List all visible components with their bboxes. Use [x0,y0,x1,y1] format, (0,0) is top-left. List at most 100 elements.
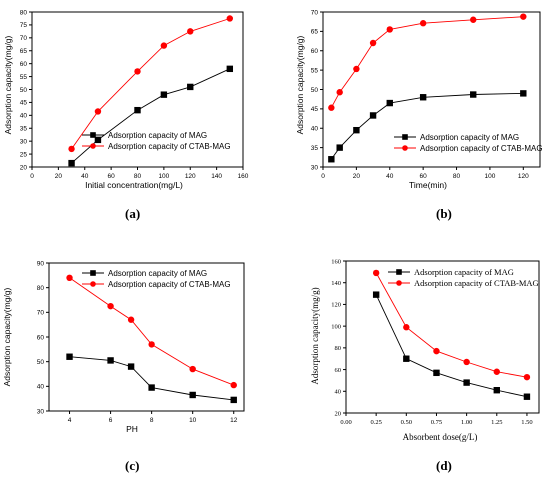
series-line [375,294,527,398]
y-tick-label: 40 [311,126,319,133]
y-tick-label: 70 [311,9,319,16]
data-point [463,358,470,366]
y-tick-label: 35 [311,145,319,152]
data-point [134,106,141,114]
x-tick-label: 40 [81,173,89,180]
x-tick-label: 140 [211,173,222,180]
panel-label: (b) [436,206,452,221]
data-point [134,68,141,75]
chart-panel-2: 0 20 40 60 80 100 120 30 35 40 45 50 55 60 65 70 Time(mi… [295,9,543,221]
legend-label: Adsorption capacity of MAG [108,131,207,140]
data-point [403,355,410,362]
y-tick-label: 30 [20,138,28,145]
y-axis-title: Adsorption capacity(mg/g) [2,287,12,386]
legend-swatch-marker [396,280,402,286]
data-point [127,316,135,323]
data-point [470,91,477,98]
y-tick-label: 60 [37,334,45,341]
y-tick-label: 40 [37,384,45,391]
x-tick-label: 1.25 [491,419,502,426]
data-point [353,65,360,73]
y-tick-label: 65 [311,29,319,36]
series-line [330,16,524,108]
data-point [336,89,343,96]
y-tick-label: 140 [331,280,341,287]
y-tick-label: 80 [335,345,342,352]
chart-panel-1: 0 20 40 60 80 100 120 140 1602025303540455055606… [3,9,249,221]
x-tick-label: 12 [230,417,238,424]
x-tick-label: 6 [109,417,113,424]
x-tick-label: 120 [518,173,529,180]
y-tick-label: 80 [37,285,45,292]
y-axis-title: Adsorption capacity(mg/g) [3,35,13,134]
data-point [433,347,440,355]
data-point [403,324,410,331]
data-point [353,126,360,134]
y-tick-label: 100 [331,323,341,330]
data-point [189,365,196,373]
data-point [68,159,75,167]
data-point [107,357,114,364]
y-tick-label: 20 [20,164,28,171]
x-tick-label: 40 [386,173,394,180]
y-tick-label: 40 [335,389,342,396]
x-tick-label: 0 [30,173,34,180]
x-tick-label: 1.00 [461,419,472,426]
y-tick-label: 55 [311,67,319,74]
x-tick-label: 0.25 [370,419,381,426]
y-tick-label: 120 [331,302,341,309]
x-axis-title: PH [126,424,138,434]
data-point [148,384,155,391]
data-point [336,144,343,151]
data-point [419,94,427,101]
x-axis-title: Absorbent dose(g/L) [403,432,478,442]
data-point [66,274,73,281]
y-tick-label: 45 [20,100,28,107]
y-tick-label: 65 [20,48,28,55]
x-tick-label: 160 [238,173,249,180]
legend-label: Adsorption capacity of MAG [108,269,207,278]
y-tick-label: 20 [335,410,342,417]
data-point [523,373,531,381]
x-tick-label: 20 [353,173,361,180]
x-tick-label: 4 [68,417,72,424]
data-point [493,368,500,375]
data-point [127,363,135,370]
data-point [386,26,393,33]
data-point [386,99,393,107]
y-tick-label: 30 [37,408,45,415]
x-tick-label: 0.00 [340,419,351,426]
data-point [187,28,194,35]
plot-frame [345,260,540,414]
x-tick-label: 80 [453,173,461,180]
data-point [328,104,335,111]
x-tick-label: 0 [321,173,325,180]
x-tick-label: 0.75 [431,419,442,426]
y-tick-label: 50 [37,359,45,366]
panel-label: (c) [125,458,139,473]
y-tick-label: 40 [20,113,28,120]
y-tick-label: 30 [311,164,319,171]
data-point [520,90,527,97]
x-tick-label: 100 [484,173,495,180]
legend-label: Adsorption capacity of MAG [420,133,519,142]
panel-label: (d) [436,458,452,473]
data-point [463,379,470,386]
data-point [372,269,380,277]
data-point [369,39,377,47]
data-point [226,15,234,22]
x-axis-title: Time(min) [409,180,447,190]
x-tick-label: 60 [420,173,428,180]
legend-swatch-marker [402,134,408,140]
y-tick-label: 60 [311,48,319,55]
x-tick-label: 60 [108,173,116,180]
x-tick-label: 0.50 [401,419,412,426]
data-point [372,291,380,298]
x-tick-label: 100 [158,173,169,180]
legend-swatch-marker [402,145,408,151]
legend-label: Adsorption capacity of CTAB-MAG [108,280,231,289]
data-point [369,112,377,119]
legend-swatch-marker [90,143,96,149]
y-tick-label: 70 [20,35,28,42]
